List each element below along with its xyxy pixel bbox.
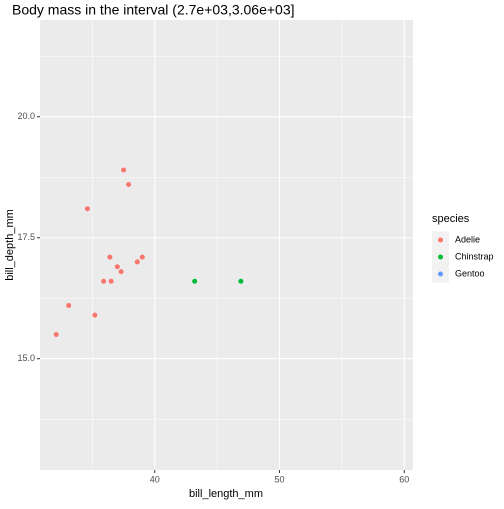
panel [40, 20, 413, 470]
point [126, 182, 132, 188]
chart-title: Body mass in the interval (2.7e+03,3.06e… [12, 2, 295, 18]
point [118, 269, 124, 275]
legend-marker [438, 237, 443, 243]
x-tick-label: 50 [275, 474, 285, 484]
legend-label: Chinstrap [455, 251, 494, 261]
x-tick-label: 40 [150, 474, 160, 484]
point [114, 264, 120, 270]
y-axis-label: bill_depth_mm [4, 209, 16, 281]
point [92, 312, 98, 318]
legend-marker [438, 254, 443, 260]
x-axis-label: bill_length_mm [189, 488, 263, 500]
point [108, 278, 114, 284]
legend-label: Gentoo [455, 268, 485, 278]
legend-title: species [432, 213, 470, 225]
point [134, 259, 140, 265]
point [66, 302, 72, 308]
legend-label: Adelie [455, 234, 480, 244]
point [192, 278, 198, 284]
y-tick-label: 15.0 [17, 353, 35, 363]
point [139, 254, 145, 260]
point [84, 206, 90, 212]
x-tick-label: 60 [399, 474, 409, 484]
legend-marker [438, 271, 443, 277]
y-tick-label: 20.0 [17, 111, 35, 121]
y-tick-label: 17.5 [17, 232, 35, 242]
point [121, 167, 127, 173]
point [53, 332, 59, 338]
point [238, 278, 244, 284]
point [101, 278, 107, 284]
point [107, 254, 113, 260]
